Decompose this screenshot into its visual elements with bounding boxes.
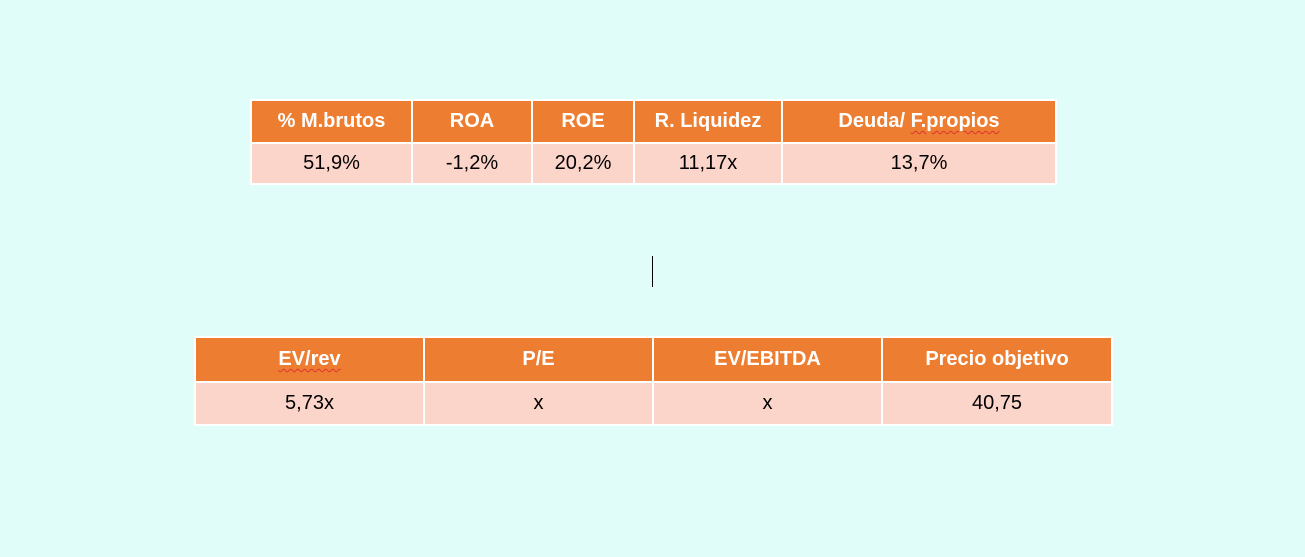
valuation-header-pe[interactable]: P/E: [423, 336, 654, 383]
ratios-header-row: % M.brutos ROA ROE R. Liquidez Deuda/ F.…: [250, 99, 1057, 144]
ratios-value-row: 51,9% -1,2% 20,2% 11,17x 13,7%: [250, 142, 1057, 185]
valuation-header-row: EV/rev P/E EV/EBITDA Precio objetivo: [194, 336, 1113, 383]
ratios-table: % M.brutos ROA ROE R. Liquidez Deuda/ F.…: [250, 99, 1057, 185]
valuation-header-ev-rev-label: EV/rev: [278, 348, 341, 370]
valuation-value-target-price[interactable]: 40,75: [881, 381, 1113, 426]
ratios-header-gross-margin[interactable]: % M.brutos: [250, 99, 413, 144]
ratios-header-debt-equity-label: Deuda/ F.propios: [838, 110, 1000, 132]
valuation-table: EV/rev P/E EV/EBITDA Precio objetivo 5,7…: [194, 336, 1113, 426]
ratios-header-roe[interactable]: ROE: [531, 99, 635, 144]
ratios-header-roa[interactable]: ROA: [411, 99, 533, 144]
ratios-value-roe[interactable]: 20,2%: [531, 142, 635, 185]
valuation-value-row: 5,73x x x 40,75: [194, 381, 1113, 426]
valuation-value-ev-ebitda[interactable]: x: [652, 381, 883, 426]
ratios-value-liquidity[interactable]: 11,17x: [633, 142, 783, 185]
ratios-header-debt-equity[interactable]: Deuda/ F.propios: [781, 99, 1057, 144]
ratios-value-debt-equity[interactable]: 13,7%: [781, 142, 1057, 185]
ratios-value-roa[interactable]: -1,2%: [411, 142, 533, 185]
ratios-header-liquidity[interactable]: R. Liquidez: [633, 99, 783, 144]
text-cursor: [652, 256, 653, 287]
ratios-value-gross-margin[interactable]: 51,9%: [250, 142, 413, 185]
valuation-header-target-price[interactable]: Precio objetivo: [881, 336, 1113, 383]
valuation-value-pe[interactable]: x: [423, 381, 654, 426]
valuation-header-ev-ebitda[interactable]: EV/EBITDA: [652, 336, 883, 383]
valuation-value-ev-rev[interactable]: 5,73x: [194, 381, 425, 426]
valuation-header-ev-rev[interactable]: EV/rev: [194, 336, 425, 383]
